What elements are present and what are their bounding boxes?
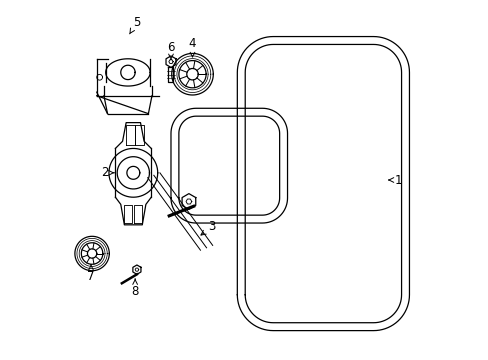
Text: 4: 4 bbox=[188, 37, 196, 57]
Text: 7: 7 bbox=[87, 265, 95, 283]
Text: 6: 6 bbox=[167, 41, 174, 59]
Text: 1: 1 bbox=[388, 174, 402, 186]
Text: 2: 2 bbox=[101, 166, 114, 179]
Text: 8: 8 bbox=[131, 279, 139, 298]
Text: 5: 5 bbox=[129, 16, 141, 34]
Text: 3: 3 bbox=[201, 220, 216, 235]
